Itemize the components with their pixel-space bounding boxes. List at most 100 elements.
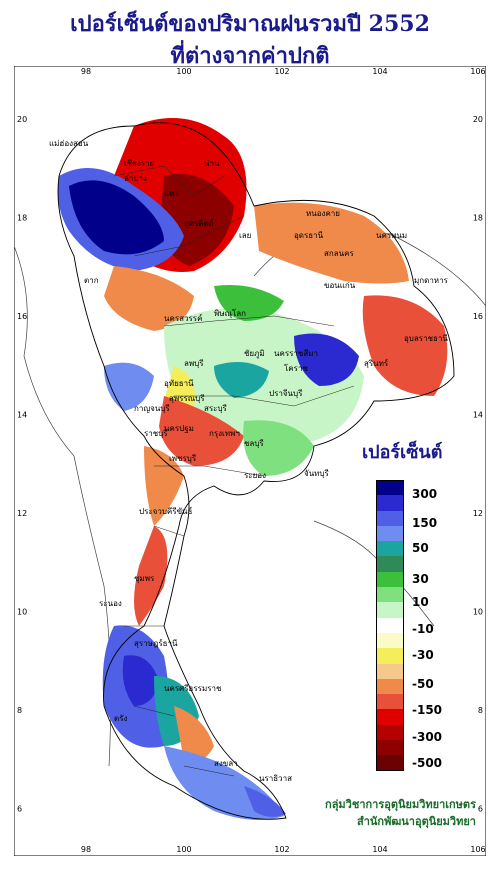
lat-tick-12: 12 <box>473 509 483 518</box>
lon-tick-106: 106 <box>470 845 485 854</box>
lat-tick-18: 18 <box>473 214 483 223</box>
legend-swatch <box>376 571 404 588</box>
legend-label: 150 <box>412 516 438 530</box>
place-label: พิษณุโลก <box>214 308 246 318</box>
place-label: อุบลราชธานี <box>404 334 448 343</box>
place-label: ขอนแก่น <box>324 281 356 290</box>
map-title-line1: เปอร์เซ็นต์ของปริมาณฝนรวมปี 2552 <box>70 11 430 37</box>
legend-swatch <box>376 617 404 633</box>
place-label: แพร่ <box>164 189 179 198</box>
legend-swatch <box>376 510 404 526</box>
place-label: นครปฐม <box>164 424 194 433</box>
lon-tick-102: 102 <box>274 845 289 854</box>
place-label: หนองคาย <box>306 209 340 218</box>
place-label: ชัยภูมิ <box>244 349 265 359</box>
lon-tick-106: 106 <box>470 67 485 76</box>
legend-label: 50 <box>412 541 429 555</box>
place-label: สุรินทร์ <box>364 358 389 368</box>
legend-label: 30 <box>412 572 429 586</box>
place-label: แม่ฮ่องสอน <box>49 139 89 148</box>
lat-tick-labels: 20 20 18 18 16 16 14 14 12 12 10 10 8 8 6 6 <box>17 115 483 814</box>
legend-swatch <box>376 541 404 557</box>
place-label: สงขลา <box>214 759 238 768</box>
place-label: ลำปาง <box>124 174 147 183</box>
lon-tick-98: 98 <box>81 845 91 854</box>
lat-tick-20: 20 <box>473 115 483 124</box>
legend-label: -10 <box>412 622 434 636</box>
place-label: เพชรบุรี <box>169 454 197 463</box>
legend-swatch <box>376 525 404 542</box>
lat-tick-8: 8 <box>478 706 483 715</box>
lon-tick-100: 100 <box>176 845 191 854</box>
place-label: สกลนคร <box>324 249 354 258</box>
legend-swatch <box>376 663 404 679</box>
place-label: นครศรีธรรมราช <box>164 684 222 693</box>
legend-label: -150 <box>412 703 443 717</box>
legend-label: 10 <box>412 595 429 609</box>
place-label: สุพรรณบุรี <box>169 394 205 403</box>
lat-tick-14: 14 <box>473 411 483 420</box>
legend-swatch <box>376 556 404 572</box>
legend-label: -500 <box>412 756 443 770</box>
place-label: อุดรธานี <box>294 231 324 240</box>
place-label: นครสวรรค์ <box>164 313 202 323</box>
lat-tick-6: 6 <box>478 805 483 814</box>
lon-tick-104: 104 <box>372 845 387 854</box>
place-label: กาญจนบุรี <box>134 404 170 413</box>
legend-swatch <box>376 694 404 710</box>
place-label: ตรัง <box>114 714 127 723</box>
map-title-line2: ที่ต่างจากค่าปกติ <box>170 43 330 69</box>
legend-swatch <box>376 740 404 756</box>
legend-swatch <box>376 709 404 725</box>
legend-swatch <box>376 648 404 664</box>
legend-swatch <box>376 587 404 603</box>
lat-tick-18: 18 <box>17 214 27 223</box>
legend-label: -300 <box>412 730 443 744</box>
place-label: ลพบุรี <box>184 359 204 368</box>
credit-line2: สำนักพัฒนาอุตุนิยมวิทยา <box>357 815 476 828</box>
lon-tick-104: 104 <box>372 67 387 76</box>
legend-label: 300 <box>412 487 438 501</box>
place-label: ปราจีนบุรี <box>269 389 303 398</box>
lat-tick-8: 8 <box>17 706 22 715</box>
lon-tick-102: 102 <box>274 67 289 76</box>
legend-swatch <box>376 755 404 771</box>
legend-label: -50 <box>412 677 434 691</box>
legend-swatch <box>376 724 404 741</box>
place-label: ชลบุรี <box>244 439 264 448</box>
place-label: เชียงราย <box>124 159 154 168</box>
lat-tick-12: 12 <box>17 509 27 518</box>
lon-tick-100: 100 <box>176 67 191 76</box>
lat-tick-16: 16 <box>473 312 483 321</box>
lat-tick-10: 10 <box>17 608 27 617</box>
place-label: สระบุรี <box>204 404 228 413</box>
place-label: อุตรดิตถ์ <box>184 218 214 228</box>
place-label: มุกดาหาร <box>414 276 449 285</box>
place-label: สุราษฎร์ธานี <box>134 638 178 648</box>
legend-color-bar <box>376 480 404 771</box>
place-label: โคราช <box>284 363 308 373</box>
place-label: ประจวบคีรีขันธ์ <box>139 506 193 516</box>
legend-swatch <box>376 602 404 618</box>
place-label: อุทัยธานี <box>164 379 194 388</box>
legend-swatch <box>376 480 404 496</box>
place-label: ตาก <box>84 276 99 285</box>
place-label: นครราชสีมา <box>274 349 318 358</box>
lat-tick-10: 10 <box>473 608 483 617</box>
place-label: เลย <box>239 231 251 240</box>
lat-tick-20: 20 <box>17 115 27 124</box>
place-label: กรุงเทพฯ <box>209 429 240 438</box>
place-label: ราชบุรี <box>144 429 168 438</box>
legend-swatch <box>376 632 404 649</box>
legend-title: เปอร์เซ็นต์ <box>362 442 443 463</box>
credit-line1: กลุ่มวิชาการอุตุนิยมวิทยาเกษตร <box>325 798 476 811</box>
place-label: ชุมพร <box>134 574 155 583</box>
legend-label: -30 <box>412 648 434 662</box>
place-label: จันทบุรี <box>304 469 330 478</box>
lat-tick-16: 16 <box>17 312 27 321</box>
place-label: ระยอง <box>244 471 266 480</box>
lon-tick-98: 98 <box>81 67 91 76</box>
